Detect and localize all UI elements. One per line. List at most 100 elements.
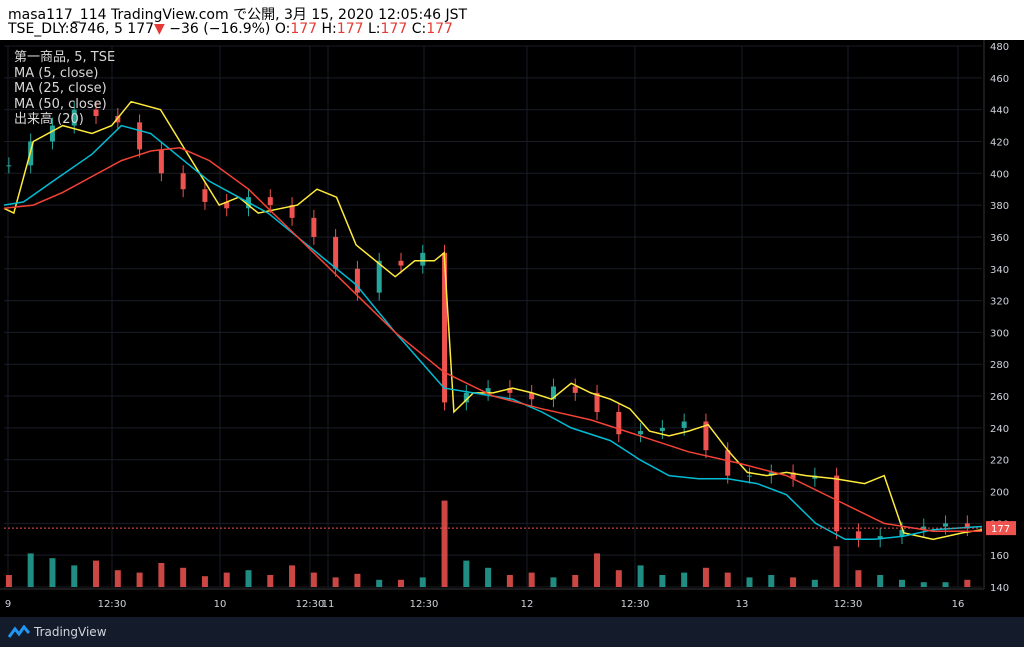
candle-body xyxy=(790,472,796,479)
candle-body xyxy=(725,450,731,476)
candle-body xyxy=(638,431,644,435)
legend-title: 第一商品, 5, TSE xyxy=(14,50,116,65)
volume-bar xyxy=(93,560,100,587)
candle-body xyxy=(420,252,426,266)
y-tick-label: 320 xyxy=(990,297,1009,308)
volume-bar xyxy=(27,553,34,587)
volume-bar xyxy=(332,577,339,587)
last-price-label: 177 xyxy=(991,524,1010,535)
ohlc-high: 177 xyxy=(336,21,364,37)
candle-body xyxy=(855,531,861,540)
y-tick-label: 240 xyxy=(990,424,1009,435)
candle-body xyxy=(267,197,273,206)
y-tick-label: 440 xyxy=(990,106,1009,117)
volume-bar xyxy=(354,573,361,587)
x-tick-label: 9 xyxy=(5,599,11,610)
candle-body xyxy=(49,125,55,142)
candle-body xyxy=(834,475,840,532)
volume-bar xyxy=(811,579,818,587)
volume-bar xyxy=(114,570,121,587)
y-tick-label: 280 xyxy=(990,360,1009,371)
legend-volume[interactable]: 出来高 (20) xyxy=(14,112,84,127)
ohlc-open-label: O: xyxy=(274,21,291,37)
volume-bar xyxy=(659,575,666,587)
volume-bar xyxy=(419,577,426,587)
volume-bar xyxy=(485,567,492,587)
x-tick-label: 12:30 xyxy=(834,599,863,610)
candle-body xyxy=(398,260,404,266)
ohlc-high-label: H: xyxy=(321,21,337,37)
volume-bar xyxy=(746,577,753,587)
volume-bar xyxy=(898,579,905,587)
volume-bar xyxy=(201,576,208,587)
y-tick-label: 140 xyxy=(990,583,1009,594)
candle-body xyxy=(224,201,230,209)
volume-bar xyxy=(506,575,513,587)
candle-body xyxy=(354,268,360,293)
tradingview-logo-icon[interactable] xyxy=(8,625,30,639)
symbol-line: TSE_DLY:8746, 5 177▼ −36 (−16.9%) O:177 … xyxy=(8,21,453,37)
y-tick-label: 400 xyxy=(990,169,1009,180)
x-tick-label: 16 xyxy=(952,599,965,610)
y-tick-label: 340 xyxy=(990,265,1009,276)
volume-bar xyxy=(441,500,448,587)
candle-body xyxy=(71,109,77,126)
candle-body xyxy=(289,205,295,218)
volume-bar xyxy=(681,572,688,587)
volume-bar xyxy=(572,575,579,587)
candle-body xyxy=(921,526,927,530)
candle-body xyxy=(964,523,970,529)
candle-body xyxy=(376,260,382,293)
x-tick-label: 12:30 xyxy=(621,599,650,610)
x-tick-label: 12:30 xyxy=(98,599,127,610)
volume-bar xyxy=(877,575,884,587)
candle-body xyxy=(507,388,513,393)
volume-bar xyxy=(615,570,622,587)
publish-info: masa117_114 TradingView.com で公開, 3月 15, … xyxy=(8,7,468,23)
x-tick-label: 11 xyxy=(322,599,335,610)
volume-bar xyxy=(71,565,78,587)
volume-bar xyxy=(223,572,230,587)
y-tick-label: 360 xyxy=(990,233,1009,244)
legend-ma25[interactable]: MA (25, close) xyxy=(14,81,107,96)
volume-bar xyxy=(594,553,601,587)
volume-bar xyxy=(942,582,949,587)
y-tick-label: 260 xyxy=(990,392,1009,403)
candle-body xyxy=(333,236,339,269)
footer-brand[interactable]: TradingView xyxy=(34,625,107,639)
volume-bar xyxy=(397,579,404,587)
volume-bar xyxy=(245,570,252,587)
last-price-badge xyxy=(986,521,1016,536)
volume-bar xyxy=(768,575,775,587)
volume-bar xyxy=(920,582,927,587)
candle-body xyxy=(572,386,578,393)
volume-bar xyxy=(724,572,731,587)
candle-body xyxy=(137,122,143,150)
legend-ma50[interactable]: MA (50, close) xyxy=(14,96,107,112)
volume-bar xyxy=(833,546,840,587)
candle-body xyxy=(768,472,774,476)
chart-legend: 第一商品, 5, TSE MA (5, close) MA (25, close… xyxy=(14,50,115,128)
candle-body xyxy=(311,217,317,237)
volume-bar xyxy=(855,570,862,587)
chart-header: masa117_114 TradingView.com で公開, 3月 15, … xyxy=(0,0,1024,40)
y-tick-label: 460 xyxy=(990,74,1009,85)
volume-bar xyxy=(310,572,317,587)
volume-bar xyxy=(550,577,557,587)
volume-bar xyxy=(964,579,971,587)
candle-body xyxy=(594,392,600,412)
volume-bar xyxy=(5,575,12,587)
candle-body xyxy=(616,411,622,435)
ohlc-low: 177 xyxy=(380,21,408,37)
volume-bar xyxy=(267,575,274,587)
candle-body xyxy=(485,388,491,393)
candle-body xyxy=(463,392,469,403)
price-chart[interactable]: 480 460 440 420 400 380 360 340 320 300 280 260 240 2… xyxy=(0,40,1024,617)
ma50-line xyxy=(3,147,982,533)
symbol-label: TSE_DLY:8746, 5 177 xyxy=(8,21,155,37)
x-tick-label: 12 xyxy=(521,599,534,610)
legend-ma5[interactable]: MA (5, close) xyxy=(14,65,99,81)
candle-body xyxy=(158,149,164,174)
candle-body xyxy=(899,529,905,537)
ohlc-close: 177 xyxy=(426,21,453,37)
